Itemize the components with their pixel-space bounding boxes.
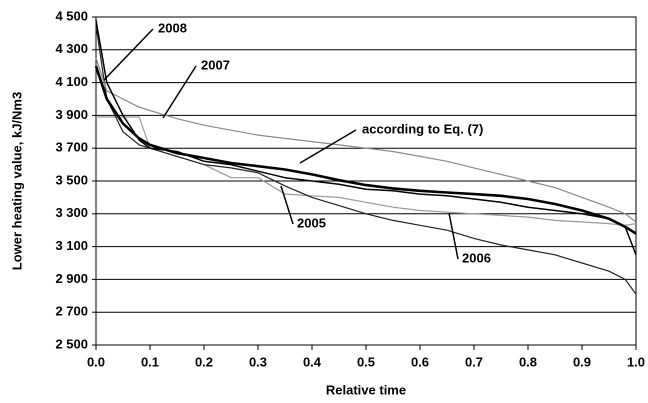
- annotation-leader: [103, 28, 154, 81]
- y-tick-label: 2 900: [55, 271, 88, 286]
- annotation-label: 2005: [297, 215, 326, 230]
- x-tick-label: 0.5: [357, 354, 375, 369]
- annotation-label: according to Eq. (7): [362, 121, 483, 136]
- series-line: [95, 20, 637, 256]
- series-line: [95, 25, 637, 295]
- x-tick-label: 0.1: [141, 354, 159, 369]
- y-tick-label: 3 300: [55, 205, 88, 220]
- y-tick-label: 4 100: [55, 74, 88, 89]
- annotation-label: 2007: [201, 57, 230, 72]
- x-tick-label: 0.0: [87, 354, 105, 369]
- x-tick-label: 1.0: [627, 354, 645, 369]
- x-tick-label: 0.9: [573, 354, 591, 369]
- annotation-leader: [162, 65, 197, 119]
- series-line: [94, 65, 637, 235]
- y-tick-label: 4 500: [55, 8, 88, 23]
- x-axis-label: Relative time: [326, 382, 406, 397]
- y-tick-label: 4 300: [55, 41, 88, 56]
- plot-border: [95, 16, 637, 346]
- x-tick-label: 0.3: [249, 354, 267, 369]
- annotation-label: 2008: [158, 20, 187, 35]
- annotation-label: 2006: [462, 250, 491, 265]
- series-line: [95, 57, 637, 223]
- annotation-leader: [448, 212, 459, 260]
- x-tick-label: 0.4: [303, 354, 322, 369]
- annotation-leader: [299, 129, 357, 164]
- annotation-leader: [280, 185, 294, 225]
- y-tick-label: 3 500: [55, 172, 88, 187]
- y-tick-label: 3 900: [55, 107, 88, 122]
- x-tick-label: 0.6: [411, 354, 429, 369]
- y-tick-label: 2 500: [55, 336, 88, 351]
- x-tick-label: 0.8: [519, 354, 537, 369]
- y-tick-label: 3 700: [55, 140, 88, 155]
- y-tick-label: 3 100: [55, 238, 88, 253]
- x-tick-label: 0.7: [465, 354, 483, 369]
- x-tick-label: 0.2: [195, 354, 213, 369]
- y-axis-label: Lower heating value, kJ/Nm3: [9, 92, 24, 270]
- y-tick-label: 2 700: [55, 304, 88, 319]
